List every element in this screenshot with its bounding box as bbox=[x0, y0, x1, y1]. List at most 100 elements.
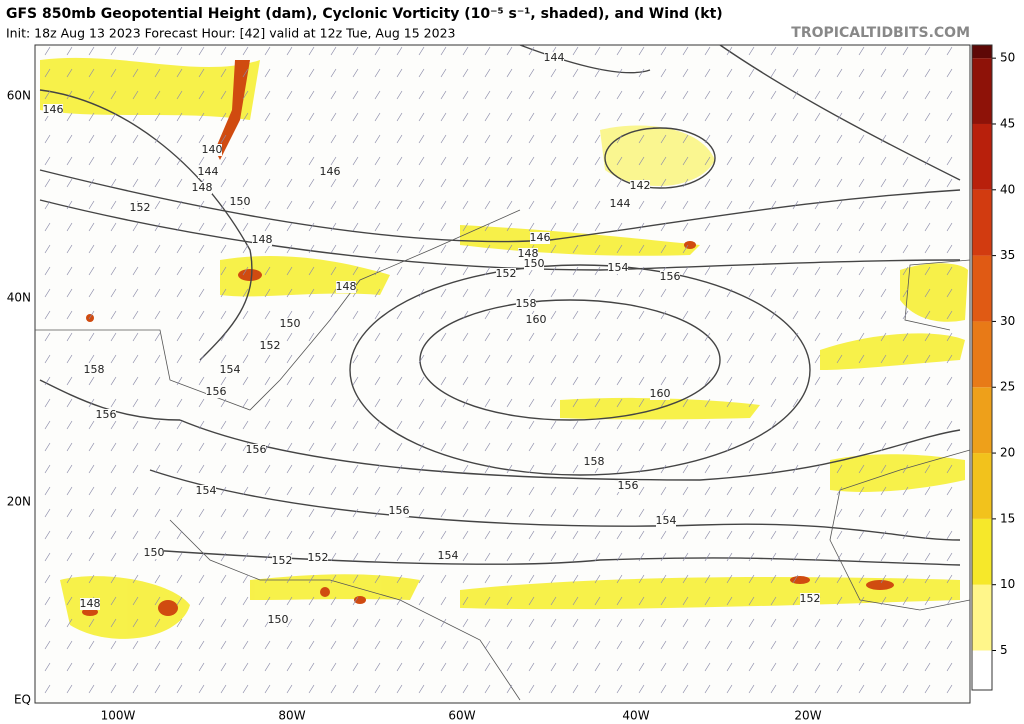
contour-label-bg bbox=[80, 598, 100, 610]
wind-barb bbox=[880, 420, 887, 430]
wind-barb bbox=[132, 68, 139, 78]
wind-barb bbox=[198, 530, 205, 540]
wind-barb bbox=[242, 134, 249, 144]
wind-barb bbox=[682, 662, 689, 672]
wind-barb bbox=[528, 134, 535, 144]
wind-barb bbox=[176, 464, 183, 474]
wind-barb bbox=[418, 332, 425, 342]
wind-barb bbox=[242, 156, 249, 166]
wind-barb bbox=[506, 486, 513, 496]
wind-barb bbox=[528, 442, 535, 452]
wind-barb bbox=[572, 332, 579, 342]
wind-barb bbox=[770, 684, 777, 694]
wind-barb bbox=[748, 310, 755, 320]
wind-barb bbox=[880, 662, 887, 672]
wind-barb bbox=[132, 156, 139, 166]
wind-barb bbox=[682, 266, 689, 276]
wind-barb bbox=[264, 662, 271, 672]
wind-barb bbox=[528, 640, 535, 650]
contour-label: 158 bbox=[84, 363, 105, 376]
wind-barb bbox=[836, 486, 843, 496]
wind-barb bbox=[748, 156, 755, 166]
wind-barb bbox=[264, 222, 271, 232]
wind-barb bbox=[880, 464, 887, 474]
wind-barb bbox=[220, 376, 227, 386]
wind-barb bbox=[44, 266, 51, 276]
wind-barb bbox=[154, 574, 161, 584]
wind-barb bbox=[440, 134, 447, 144]
wind-barb bbox=[638, 288, 645, 298]
wind-barb bbox=[462, 112, 469, 122]
wind-barb bbox=[154, 618, 161, 628]
wind-barb bbox=[440, 618, 447, 628]
wind-barb bbox=[462, 310, 469, 320]
wind-barb bbox=[616, 618, 623, 628]
wind-barb bbox=[330, 266, 337, 276]
wind-barb bbox=[110, 420, 117, 430]
wind-barb bbox=[858, 178, 865, 188]
wind-barb bbox=[946, 354, 953, 364]
wind-barb bbox=[572, 376, 579, 386]
wind-barb bbox=[836, 574, 843, 584]
wind-barb bbox=[660, 244, 667, 254]
lat-label: 20N bbox=[7, 495, 31, 509]
wind-barb bbox=[132, 134, 139, 144]
wind-barb bbox=[484, 508, 491, 518]
wind-barb bbox=[264, 552, 271, 562]
wind-barb bbox=[814, 530, 821, 540]
wind-barb bbox=[132, 310, 139, 320]
wind-barb bbox=[176, 398, 183, 408]
wind-barb bbox=[638, 596, 645, 606]
wind-barb bbox=[330, 420, 337, 430]
wind-barb bbox=[110, 596, 117, 606]
wind-barb bbox=[374, 420, 381, 430]
wind-barb bbox=[792, 508, 799, 518]
contour-label-bg bbox=[584, 456, 604, 468]
lon-label: 20W bbox=[794, 709, 821, 723]
wind-barb bbox=[660, 332, 667, 342]
wind-barb bbox=[880, 266, 887, 276]
wind-barb bbox=[44, 222, 51, 232]
colorbar-segment bbox=[972, 584, 992, 651]
wind-barb bbox=[242, 178, 249, 188]
contour-label: 144 bbox=[610, 197, 631, 210]
wind-barb bbox=[198, 68, 205, 78]
wind-barb bbox=[528, 112, 535, 122]
wind-barb bbox=[176, 596, 183, 606]
wind-barb bbox=[154, 332, 161, 342]
wind-barb bbox=[594, 156, 601, 166]
wind-barb bbox=[770, 90, 777, 100]
wind-barb bbox=[198, 354, 205, 364]
wind-barb bbox=[176, 200, 183, 210]
wind-barb bbox=[770, 508, 777, 518]
wind-barb bbox=[484, 552, 491, 562]
wind-barb bbox=[418, 90, 425, 100]
wind-barb bbox=[748, 640, 755, 650]
wind-barb bbox=[814, 618, 821, 628]
contour-label-bg bbox=[280, 318, 300, 330]
wind-barb bbox=[484, 156, 491, 166]
wind-barb bbox=[66, 464, 73, 474]
wind-barb bbox=[616, 420, 623, 430]
wind-barb bbox=[704, 552, 711, 562]
wind-barb bbox=[264, 46, 271, 56]
wind-barb bbox=[462, 552, 469, 562]
wind-barb bbox=[880, 376, 887, 386]
wind-barb bbox=[440, 464, 447, 474]
wind-barb bbox=[462, 200, 469, 210]
wind-barb bbox=[748, 574, 755, 584]
wind-barb bbox=[330, 178, 337, 188]
wind-barb bbox=[44, 68, 51, 78]
contour-label-bg bbox=[656, 515, 676, 527]
wind-barb bbox=[836, 376, 843, 386]
wind-barb bbox=[814, 310, 821, 320]
contour-label: 148 bbox=[80, 597, 101, 610]
wind-barb bbox=[88, 46, 95, 56]
wind-barb bbox=[286, 398, 293, 408]
wind-barb bbox=[792, 618, 799, 628]
wind-barb bbox=[308, 156, 315, 166]
wind-barb bbox=[374, 376, 381, 386]
wind-barb bbox=[484, 288, 491, 298]
wind-barb bbox=[44, 508, 51, 518]
